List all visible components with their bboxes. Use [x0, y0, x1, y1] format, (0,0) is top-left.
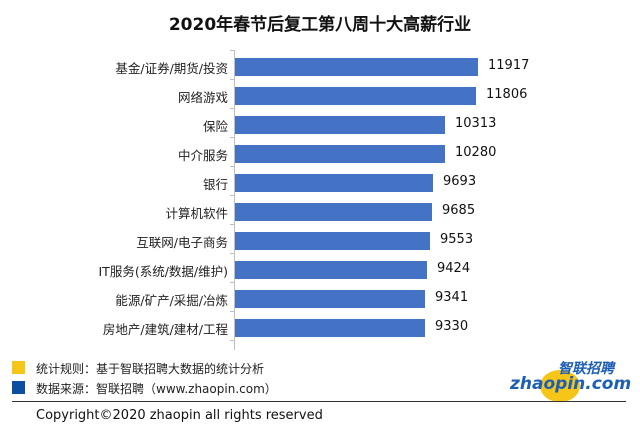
footer-divider [12, 401, 626, 402]
axis-tick [230, 195, 234, 196]
category-label: 计算机软件 [165, 206, 228, 221]
category-label: 能源/矿产/采掘/冶炼 [115, 293, 228, 308]
bar [235, 203, 432, 221]
bar-row: 银行 9693 [0, 169, 640, 198]
bar-row: 房地产/建筑/建材/工程 9330 [0, 314, 640, 343]
value-label: 9693 [443, 174, 477, 189]
axis-tick [230, 282, 234, 283]
bar [235, 261, 427, 279]
value-label: 9330 [435, 319, 469, 334]
value-label: 11917 [488, 58, 530, 73]
logo-cn-text: 智联招聘 [558, 361, 614, 377]
value-label: 10313 [455, 116, 497, 131]
y-axis [234, 50, 235, 350]
category-label: 房地产/建筑/建材/工程 [102, 322, 228, 337]
axis-tick [230, 311, 234, 312]
axis-tick [230, 137, 234, 138]
legend-source-swatch [12, 381, 25, 394]
value-label: 11806 [486, 87, 528, 102]
axis-tick [230, 50, 234, 51]
logo-en-text: zhaopin.com [510, 374, 632, 394]
bar-row: 计算机软件 9685 [0, 198, 640, 227]
legend-rule-swatch [12, 361, 25, 374]
category-label: IT服务(系统/数据/维护) [98, 264, 229, 279]
axis-tick [230, 253, 234, 254]
bar-row: 基金/证券/期货/投资 11917 [0, 53, 640, 82]
axis-tick [230, 79, 234, 80]
chart-title: 2020年春节后复工第八周十大高薪行业 [168, 15, 472, 35]
legend-source-text: 数据来源：智联招聘（www.zhaopin.com） [36, 382, 277, 396]
bar [235, 87, 476, 105]
axis-tick [230, 340, 234, 341]
category-label: 基金/证券/期货/投资 [115, 61, 228, 76]
category-label: 互联网/电子商务 [136, 235, 228, 250]
bar [235, 319, 425, 337]
category-label: 中介服务 [177, 148, 228, 163]
bar-row: 中介服务 10280 [0, 140, 640, 169]
logo-sun-icon [540, 370, 580, 402]
bar [235, 232, 430, 250]
bar [235, 58, 478, 76]
zhaopin-logo: 智联招聘 zhaopin.com [510, 358, 632, 402]
value-label: 9424 [437, 261, 471, 276]
value-label: 9685 [442, 203, 476, 218]
bar-row: 保险 10313 [0, 111, 640, 140]
copyright-text: Copyright©2020 zhaopin all rights reserv… [36, 408, 323, 423]
value-label: 9341 [435, 290, 469, 305]
bar [235, 145, 445, 163]
bar-row: IT服务(系统/数据/维护) 9424 [0, 256, 640, 285]
bar [235, 290, 425, 308]
legend-rule-text: 统计规则：基于智联招聘大数据的统计分析 [36, 362, 265, 376]
axis-tick [230, 166, 234, 167]
bar [235, 116, 445, 134]
bar-row: 互联网/电子商务 9553 [0, 227, 640, 256]
category-label: 网络游戏 [177, 90, 228, 105]
axis-tick [230, 108, 234, 109]
category-label: 银行 [202, 177, 228, 192]
bar-row: 能源/矿产/采掘/冶炼 9341 [0, 285, 640, 314]
category-label: 保险 [202, 119, 228, 134]
value-label: 9553 [440, 232, 474, 247]
axis-tick [230, 224, 234, 225]
bar-row: 网络游戏 11806 [0, 82, 640, 111]
bar [235, 174, 433, 192]
value-label: 10280 [455, 145, 497, 160]
